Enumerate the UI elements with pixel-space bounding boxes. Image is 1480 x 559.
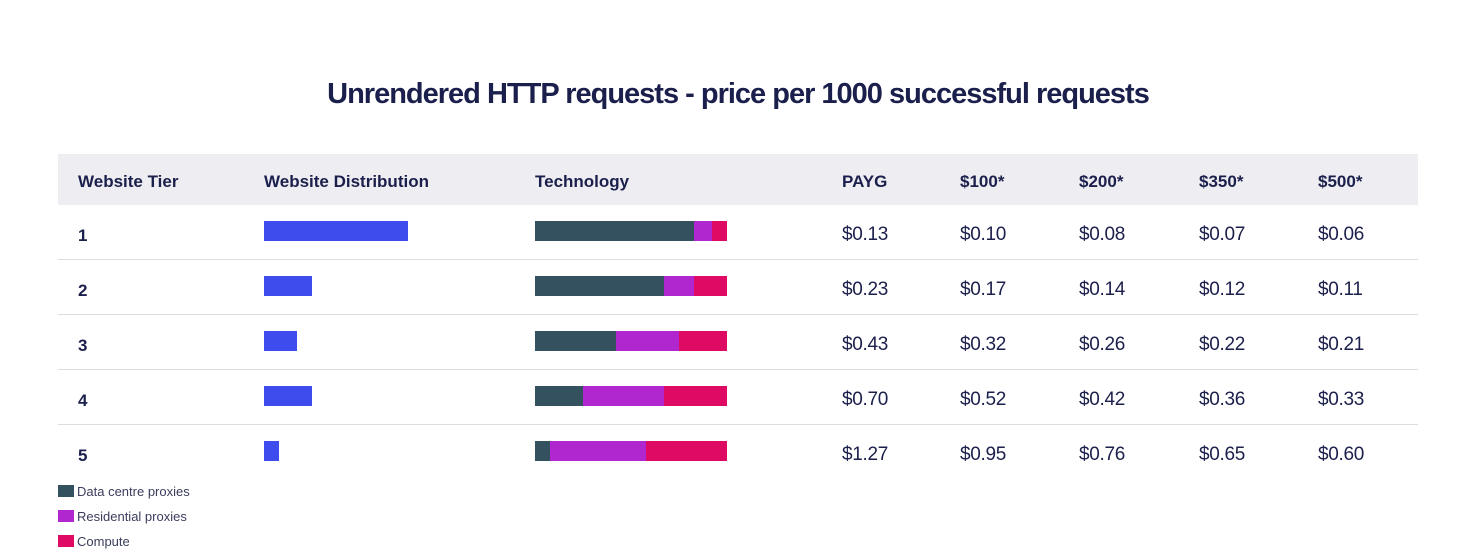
technology-bar (535, 441, 727, 461)
technology-segment-residential (663, 276, 695, 296)
price-cell-200: $0.08 (1079, 224, 1126, 245)
tier-cell: 1 (78, 226, 88, 245)
technology-segment-compute (711, 221, 727, 241)
table-row: 3 $0.43 $0.32 $0.26 $0.22 $0.21 (58, 315, 1418, 370)
price-cell-payg: $0.13 (842, 224, 889, 245)
price-cell-payg: $0.70 (842, 389, 889, 410)
tier-cell: 2 (78, 281, 88, 300)
tier-cell: 4 (78, 391, 88, 410)
distribution-bar (264, 221, 408, 241)
table-row: 4 $0.70 $0.52 $0.42 $0.36 $0.33 (58, 370, 1418, 425)
column-header-tier: Website Tier (78, 172, 179, 191)
legend-swatch-residential (58, 510, 74, 522)
price-cell-100: $0.17 (960, 279, 1007, 300)
column-header-200: $200* (1079, 172, 1124, 191)
legend-item-data-centre: Data centre proxies (58, 484, 190, 509)
column-header-payg: PAYG (842, 172, 888, 191)
distribution-bar (264, 386, 312, 406)
technology-segment-data-centre (535, 221, 695, 241)
technology-segment-data-centre (535, 276, 664, 296)
column-header-100: $100* (960, 172, 1005, 191)
price-cell-payg: $0.23 (842, 279, 889, 300)
table-header: Website Tier Website Distribution Techno… (58, 154, 1418, 205)
technology-bar (535, 276, 727, 296)
price-cell-100: $0.52 (960, 389, 1007, 410)
column-header-distribution: Website Distribution (264, 172, 429, 191)
price-cell-100: $0.95 (960, 444, 1007, 465)
legend-swatch-compute (58, 535, 74, 547)
distribution-bar (264, 441, 279, 461)
legend-swatch-data-centre (58, 485, 74, 497)
pricing-table: Website Tier Website Distribution Techno… (58, 154, 1418, 480)
price-cell-200: $0.14 (1079, 279, 1126, 300)
price-cell-500: $0.33 (1318, 389, 1365, 410)
technology-segment-residential (694, 221, 712, 241)
price-cell-500: $0.21 (1318, 334, 1365, 355)
column-header-technology: Technology (535, 172, 630, 191)
legend: Data centre proxies Residential proxies … (58, 484, 190, 559)
price-cell-350: $0.36 (1199, 389, 1246, 410)
price-cell-200: $0.42 (1079, 389, 1126, 410)
distribution-bar (264, 331, 297, 351)
technology-segment-data-centre (535, 386, 583, 406)
column-header-500: $500* (1318, 172, 1363, 191)
technology-segment-residential (615, 331, 679, 351)
technology-segment-compute (646, 441, 727, 461)
distribution-bar (264, 276, 312, 296)
price-cell-350: $0.07 (1199, 224, 1246, 245)
technology-segment-residential (550, 441, 647, 461)
legend-item-residential: Residential proxies (58, 509, 190, 534)
legend-item-compute: Compute (58, 534, 190, 559)
page-title: Unrendered HTTP requests - price per 100… (327, 78, 1150, 110)
technology-segment-data-centre (535, 441, 551, 461)
legend-label-compute: Compute (77, 534, 130, 549)
table-row: 2 $0.23 $0.17 $0.14 $0.12 $0.11 (58, 260, 1418, 315)
table-row: 5 $1.27 $0.95 $0.76 $0.65 $0.60 (58, 425, 1418, 480)
price-cell-payg: $0.43 (842, 334, 889, 355)
table-row: 1 $0.13 $0.10 $0.08 $0.07 $0.06 (58, 205, 1418, 260)
technology-bar (535, 386, 727, 406)
price-cell-200: $0.76 (1079, 444, 1126, 465)
price-cell-350: $0.22 (1199, 334, 1246, 355)
price-cell-100: $0.10 (960, 224, 1007, 245)
price-cell-200: $0.26 (1079, 334, 1126, 355)
table-body: 1 $0.13 $0.10 $0.08 $0.07 $0.06 2 $0.23 $0.17 $0.… (58, 205, 1418, 480)
price-cell-500: $0.11 (1318, 279, 1363, 300)
column-header-350: $350* (1199, 172, 1244, 191)
technology-segment-compute (678, 331, 727, 351)
technology-bar (535, 221, 727, 241)
price-cell-350: $0.12 (1199, 279, 1246, 300)
technology-segment-compute (694, 276, 727, 296)
technology-segment-data-centre (535, 331, 616, 351)
tier-cell: 3 (78, 336, 88, 355)
legend-label-residential: Residential proxies (77, 509, 187, 524)
price-cell-100: $0.32 (960, 334, 1007, 355)
legend-label-data-centre: Data centre proxies (77, 484, 190, 499)
tier-cell: 5 (78, 446, 88, 465)
technology-segment-compute (663, 386, 727, 406)
technology-segment-residential (583, 386, 664, 406)
price-cell-500: $0.60 (1318, 444, 1365, 465)
price-cell-350: $0.65 (1199, 444, 1246, 465)
technology-bar (535, 331, 727, 351)
price-cell-500: $0.06 (1318, 224, 1365, 245)
price-cell-payg: $1.27 (842, 444, 889, 465)
